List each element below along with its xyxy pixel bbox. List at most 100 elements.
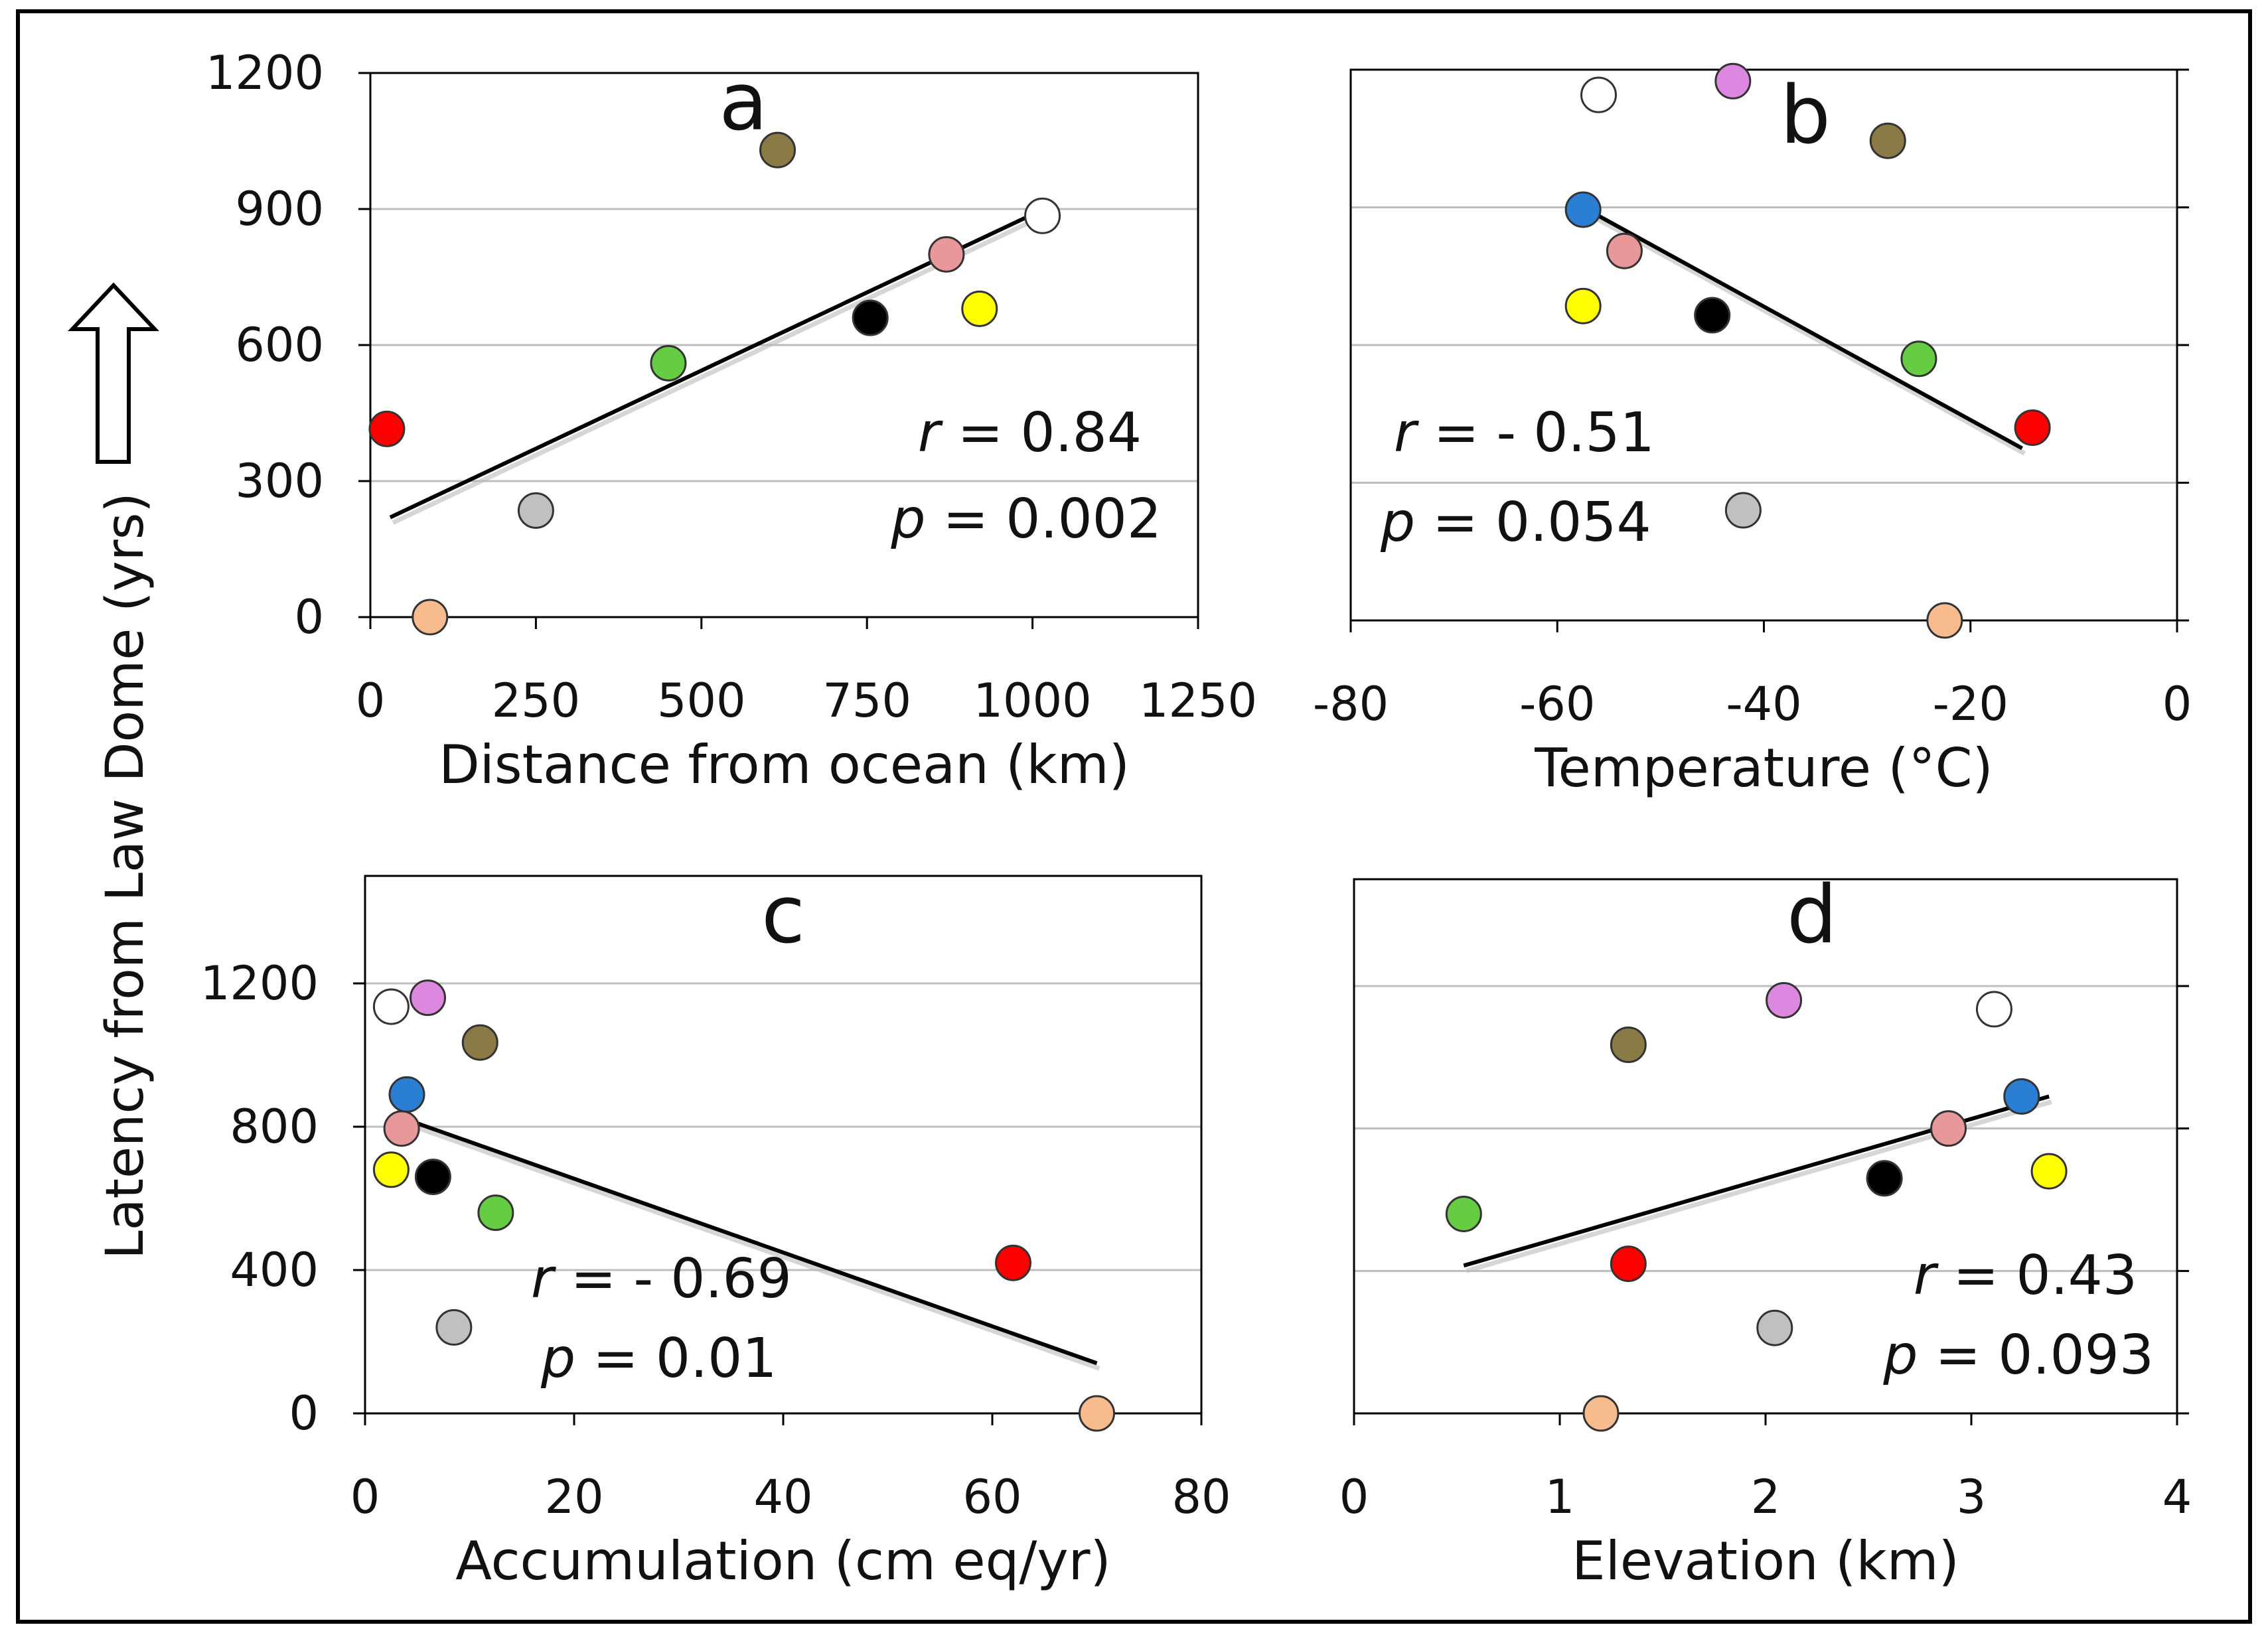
data-point [1564,287,1602,324]
trendline-shadow [398,1119,1100,1371]
figure-frame: Latency from Law Dome (yrs) 0 250 500 750 10… [16,9,2252,1624]
r-statistic: r = 0.84 [918,401,1142,464]
data-point [1900,340,1937,378]
data-point [1866,1160,1903,1197]
x-tick-label: 250 [492,674,581,728]
data-point [1580,76,1617,113]
x-tick-label: 500 [657,674,746,728]
data-point [928,236,965,273]
x-tick-label: 0 [1339,1470,1369,1524]
data-point [2003,1078,2040,1115]
x-tick-label: -20 [1933,677,2008,731]
data-point [852,299,889,336]
data-point [410,979,446,1017]
r-statistic: r = 0.43 [1914,1244,2137,1307]
y-tick-label: 800 [230,1100,319,1154]
data-point [1869,122,1906,159]
y-tick-label: 900 [235,182,324,236]
x-tick-label: 750 [822,674,911,728]
data-point [517,492,554,529]
p-statistic: p = 0.002 [890,488,1162,551]
trendline [396,1113,1098,1366]
p-statistic: p = 0.01 [540,1327,777,1390]
p-statistic: p = 0.054 [1380,491,1651,554]
trendline [1582,205,2024,451]
x-axis-label: Temperature (°C) [1534,737,1993,799]
data-point [1445,1195,1482,1232]
data-point [368,410,406,447]
panel-letter: a [719,56,768,149]
data-point [1694,297,1731,334]
x-tick-label: 4 [2162,1470,2192,1524]
data-point [1766,981,1803,1019]
panel-a: 0 250 500 750 1000 1250 0 300 600 900 1200 Distance… [206,46,1257,796]
data-point [1926,602,1963,639]
data-point [412,599,449,636]
data-point [461,1024,498,1061]
trendline-shadow [392,214,1043,525]
data-point [1610,1027,1647,1064]
r-statistic: r = - 0.69 [531,1247,792,1311]
x-tick-label: 0 [356,674,386,728]
x-tick-label: -80 [1313,677,1389,731]
y-tick-label: 1200 [200,956,319,1011]
x-tick-label: 1250 [1139,674,1257,728]
data-point [435,1309,473,1346]
data-point [2030,1153,2068,1190]
panel-letter: c [761,869,805,961]
data-point [1024,197,1061,234]
y-axis-label: Latency from Law Dome (yrs) [96,492,155,1259]
y-tick-label: 300 [235,454,324,508]
panel-d: 0 1 2 3 4 Elevation (km) d r = 0.43 p = 0.093 [1339,869,2192,1592]
y-tick-label: 0 [294,590,324,644]
data-point [1930,1110,1967,1147]
y-tick-label: 1200 [206,46,324,100]
p-statistic: p = 0.093 [1882,1324,2154,1387]
data-point [1610,1246,1647,1283]
x-tick-label: -60 [1519,677,1595,731]
up-arrow-icon [68,282,159,464]
data-point [995,1244,1031,1281]
data-point [2014,409,2051,446]
data-point [1714,62,1752,100]
data-point [1079,1395,1115,1432]
panel-b: -80 -60 -40 -20 0 Temperature (°C) b r = - 0.51… [1313,62,2192,799]
data-point [414,1159,451,1196]
data-point [1582,1395,1620,1432]
data-point [388,1076,425,1113]
data-point [961,290,998,327]
data-point [1975,991,2012,1028]
x-tick-label: 0 [2162,677,2192,731]
y-tick-label: 600 [235,318,324,372]
data-point [1756,1309,1793,1346]
r-statistic: r = - 0.51 [1394,401,1655,464]
x-tick-label: 80 [1172,1470,1231,1524]
data-point [1606,232,1643,269]
data-point [372,1151,410,1188]
x-axis-label: Accumulation (cm eq/yr) [455,1530,1111,1592]
x-tick-label: 3 [1957,1470,1987,1524]
data-point [383,1110,420,1147]
y-tick-label: 0 [289,1386,319,1441]
data-point [759,131,796,169]
x-tick-label: 0 [350,1470,380,1524]
x-axis-label: Distance from ocean (km) [439,734,1130,796]
figure-canvas: Latency from Law Dome (yrs) 0 250 500 750 10… [68,46,2192,1592]
data-point [477,1194,514,1232]
panel-letter: b [1780,70,1831,162]
data-point [372,988,410,1025]
y-tick-label: 400 [230,1243,319,1297]
x-tick-label: 20 [544,1470,603,1524]
trendline-shadow [1584,210,2026,456]
x-axis-label: Elevation (km) [1572,1530,1959,1592]
x-tick-label: 40 [753,1470,812,1524]
panel-letter: d [1787,869,1837,961]
data-point [1724,492,1762,529]
data-point [650,344,687,382]
x-tick-label: 1 [1545,1470,1575,1524]
x-tick-label: 2 [1751,1470,1781,1524]
data-point [1564,191,1602,228]
x-tick-label: 1000 [974,674,1092,728]
x-tick-label: -40 [1726,677,1801,731]
